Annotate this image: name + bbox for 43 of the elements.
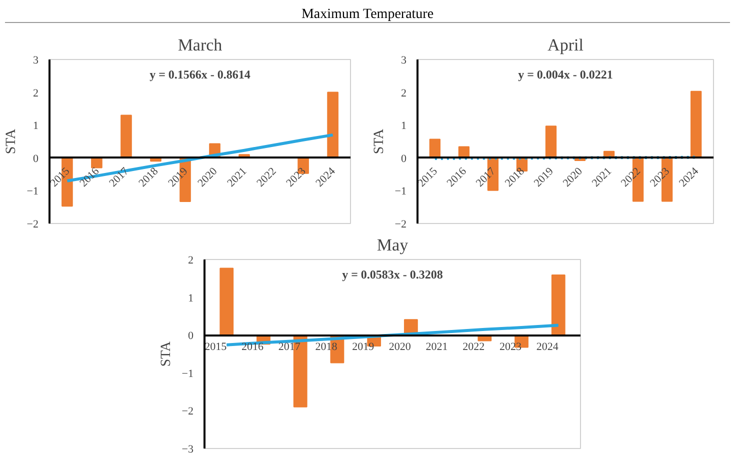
y-tick-label: 2	[188, 254, 194, 266]
x-tick-label: 2024	[536, 341, 559, 354]
y-tick-label: 0	[188, 330, 194, 342]
y-tick-label: 3	[401, 54, 407, 66]
y-tick-label: 2	[401, 87, 406, 100]
bar	[220, 268, 234, 336]
y-tick-label: 1	[401, 120, 406, 132]
x-tick-label: 2021	[426, 341, 448, 354]
x-tick-label: 2022	[462, 341, 485, 354]
y-axis-title: STA	[158, 340, 174, 367]
y-tick-label: −3	[182, 444, 194, 456]
chart-title: March	[178, 36, 223, 54]
y-tick-label: 0	[401, 152, 407, 165]
annotation: y = 0.1566x - 0.8614	[150, 68, 250, 82]
x-tick-label: 2019	[352, 341, 375, 354]
y-tick-label: 0	[33, 152, 39, 165]
y-tick-label: −1	[394, 186, 407, 198]
y-axis-title: STA	[372, 128, 387, 154]
y-tick-label: −2	[182, 406, 194, 418]
bar	[429, 138, 440, 158]
x-tick-label: 2015	[204, 341, 228, 354]
y-tick-label: −2	[394, 218, 407, 230]
y-tick-label: 3	[33, 54, 39, 66]
chart-title: May	[376, 236, 409, 254]
y-tick-label: −1	[26, 186, 39, 198]
x-tick-label: 2020	[388, 341, 412, 354]
bar	[327, 92, 338, 158]
bar	[551, 274, 566, 336]
y-tick-label: −2	[26, 218, 39, 230]
text: Maximum Temperature	[301, 6, 434, 24]
y-tick-label: 1	[33, 120, 38, 132]
y-tick-label: 1	[188, 292, 194, 304]
y-tick-label: −1	[182, 368, 194, 380]
annotation: y = 0.004x - 0.0221	[518, 68, 613, 82]
bar	[690, 90, 702, 158]
chart-title: April	[548, 36, 584, 54]
x-tick-label: 2016	[241, 341, 264, 354]
y-tick-label: 2	[33, 87, 38, 100]
y-axis-title: STA	[4, 128, 19, 154]
annotation: y = 0.0583x - 0.3208	[342, 268, 443, 282]
bar	[120, 114, 132, 158]
bar	[545, 126, 557, 158]
x-tick-label: 2023	[500, 341, 522, 354]
